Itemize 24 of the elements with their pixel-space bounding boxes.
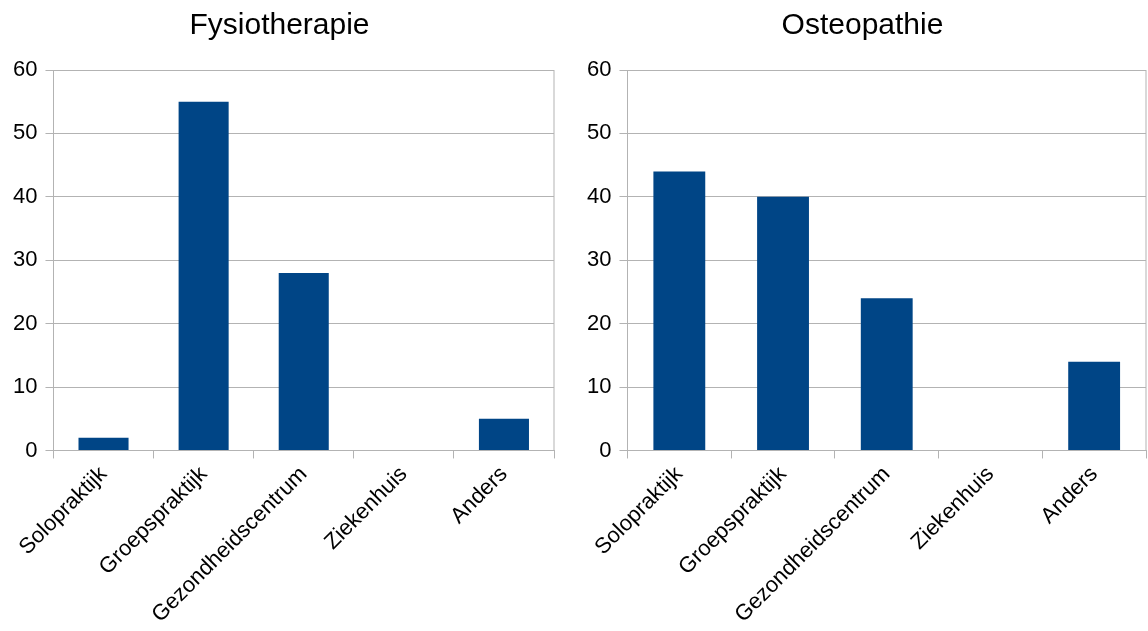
y-tick-label: 60: [12, 56, 38, 82]
y-tick-label: 0: [599, 436, 612, 462]
bar: [1068, 361, 1121, 450]
bar: [757, 196, 809, 450]
bar: [278, 272, 329, 450]
bar: [653, 171, 706, 450]
bar: [178, 101, 229, 450]
y-tick-label: 50: [586, 119, 612, 145]
y-tick-label: 0: [25, 436, 38, 462]
y-tick-label: 20: [12, 309, 38, 335]
y-tick-label: 10: [12, 373, 38, 399]
chart-title: Fysiotherapie: [189, 7, 370, 41]
y-tick-label: 30: [12, 246, 38, 272]
bar: [860, 298, 913, 450]
y-tick-label: 50: [12, 119, 38, 145]
bar: [478, 418, 529, 450]
y-tick-label: 40: [586, 182, 612, 208]
y-tick-label: 40: [12, 182, 38, 208]
bar: [78, 437, 129, 450]
y-tick-label: 10: [586, 373, 612, 399]
y-tick-label: 60: [586, 56, 612, 82]
y-tick-label: 30: [586, 246, 612, 272]
chart-title: Osteopathie: [781, 7, 944, 41]
y-tick-label: 20: [586, 309, 612, 335]
